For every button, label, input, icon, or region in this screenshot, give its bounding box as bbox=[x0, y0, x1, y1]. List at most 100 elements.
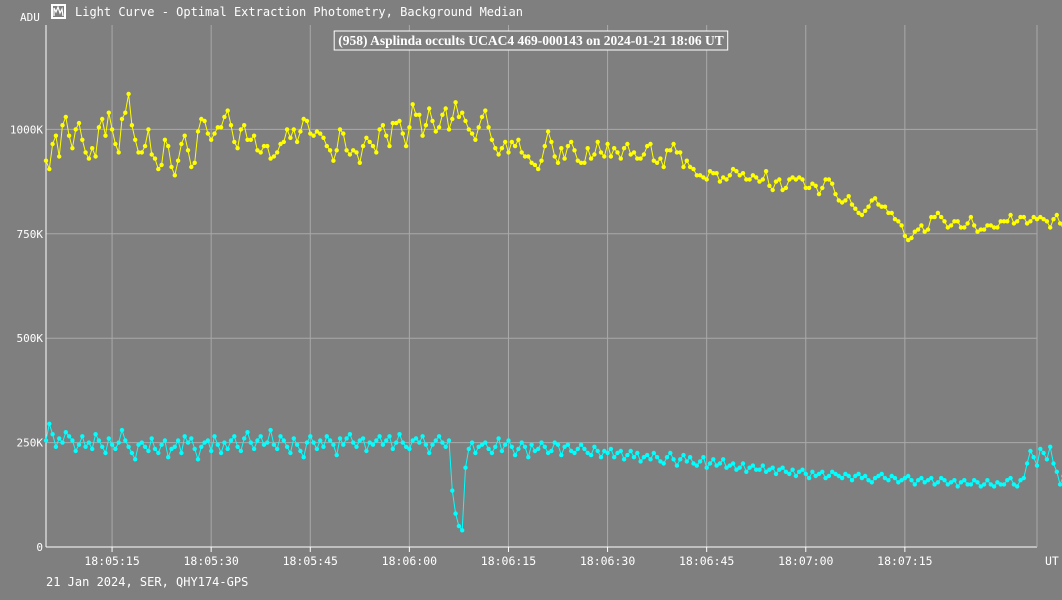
data-point bbox=[638, 459, 643, 464]
data-point bbox=[915, 478, 921, 483]
data-point bbox=[314, 446, 320, 452]
data-point bbox=[384, 133, 389, 138]
data-point bbox=[618, 448, 623, 454]
data-point bbox=[839, 475, 845, 481]
data-point bbox=[876, 202, 881, 207]
data-point bbox=[906, 237, 911, 243]
data-point bbox=[116, 150, 121, 155]
data-point bbox=[740, 461, 746, 466]
data-point bbox=[291, 436, 296, 441]
data-point bbox=[427, 450, 432, 456]
data-point bbox=[612, 146, 617, 151]
data-point bbox=[215, 442, 220, 447]
data-point bbox=[615, 150, 620, 155]
data-point bbox=[886, 210, 891, 216]
data-point bbox=[347, 432, 353, 437]
data-point bbox=[816, 471, 822, 477]
data-point bbox=[661, 164, 666, 170]
data-point bbox=[529, 442, 534, 447]
data-point bbox=[737, 465, 742, 470]
data-point bbox=[717, 461, 723, 466]
data-point bbox=[552, 154, 557, 159]
data-point bbox=[853, 473, 858, 479]
data-point bbox=[787, 177, 792, 182]
data-point bbox=[1034, 463, 1040, 468]
data-point bbox=[146, 127, 151, 132]
data-point bbox=[958, 480, 964, 485]
data-point bbox=[585, 450, 590, 456]
data-point bbox=[304, 440, 310, 445]
data-point bbox=[156, 166, 161, 172]
data-point bbox=[473, 137, 478, 142]
data-point bbox=[139, 440, 144, 445]
data-point bbox=[268, 156, 273, 161]
data-point bbox=[588, 452, 594, 458]
data-point bbox=[43, 158, 49, 163]
data-point bbox=[86, 156, 92, 161]
data-point bbox=[830, 469, 835, 474]
x-tick-label: 18:07:00 bbox=[778, 554, 833, 568]
data-point bbox=[1041, 217, 1046, 222]
data-point bbox=[972, 478, 977, 483]
data-point bbox=[139, 150, 144, 155]
data-point bbox=[228, 438, 234, 443]
data-point bbox=[258, 434, 263, 439]
data-point bbox=[991, 484, 997, 489]
data-point bbox=[1008, 212, 1013, 218]
data-point bbox=[522, 444, 528, 449]
data-point bbox=[123, 110, 128, 115]
data-point bbox=[813, 473, 818, 479]
data-point bbox=[846, 473, 851, 479]
data-point bbox=[443, 444, 448, 449]
data-point bbox=[962, 478, 967, 483]
data-point bbox=[281, 139, 286, 145]
data-point bbox=[810, 181, 815, 186]
data-point bbox=[1054, 212, 1060, 218]
data-point bbox=[549, 448, 554, 454]
light-curve-app-icon[interactable] bbox=[51, 4, 66, 19]
data-point bbox=[189, 164, 194, 170]
data-point bbox=[1008, 475, 1013, 481]
data-point bbox=[628, 152, 633, 157]
data-point bbox=[1018, 214, 1023, 220]
data-point bbox=[843, 471, 848, 477]
data-point bbox=[192, 160, 197, 165]
data-point bbox=[823, 177, 828, 182]
data-point bbox=[420, 434, 425, 439]
data-point bbox=[899, 478, 904, 483]
data-point bbox=[503, 442, 508, 447]
data-point bbox=[1031, 455, 1036, 460]
data-point bbox=[284, 127, 290, 132]
data-point bbox=[879, 471, 884, 477]
data-point bbox=[397, 118, 402, 124]
data-point bbox=[654, 455, 660, 460]
data-point bbox=[777, 177, 782, 182]
x-tick-label: 18:06:30 bbox=[580, 554, 635, 568]
data-point bbox=[83, 150, 88, 155]
data-point bbox=[126, 444, 131, 449]
x-tick-label: 18:06:00 bbox=[382, 554, 437, 568]
data-point bbox=[476, 125, 481, 130]
data-point bbox=[747, 177, 752, 182]
data-point bbox=[70, 146, 75, 151]
data-point bbox=[945, 225, 950, 230]
data-point bbox=[387, 143, 392, 149]
data-point bbox=[902, 475, 908, 481]
data-point bbox=[569, 448, 574, 454]
data-point bbox=[575, 446, 580, 452]
data-point bbox=[126, 91, 131, 97]
data-point bbox=[162, 438, 168, 443]
data-point bbox=[734, 467, 739, 472]
data-point bbox=[410, 438, 415, 443]
data-point bbox=[327, 148, 333, 153]
data-point bbox=[453, 511, 458, 516]
data-point bbox=[998, 219, 1003, 224]
data-point bbox=[714, 463, 719, 468]
data-point bbox=[856, 471, 861, 477]
data-point bbox=[73, 448, 78, 454]
data-point bbox=[1021, 214, 1026, 220]
data-point bbox=[103, 450, 108, 456]
data-point bbox=[63, 430, 68, 435]
data-point bbox=[185, 148, 191, 153]
data-point bbox=[625, 141, 630, 147]
